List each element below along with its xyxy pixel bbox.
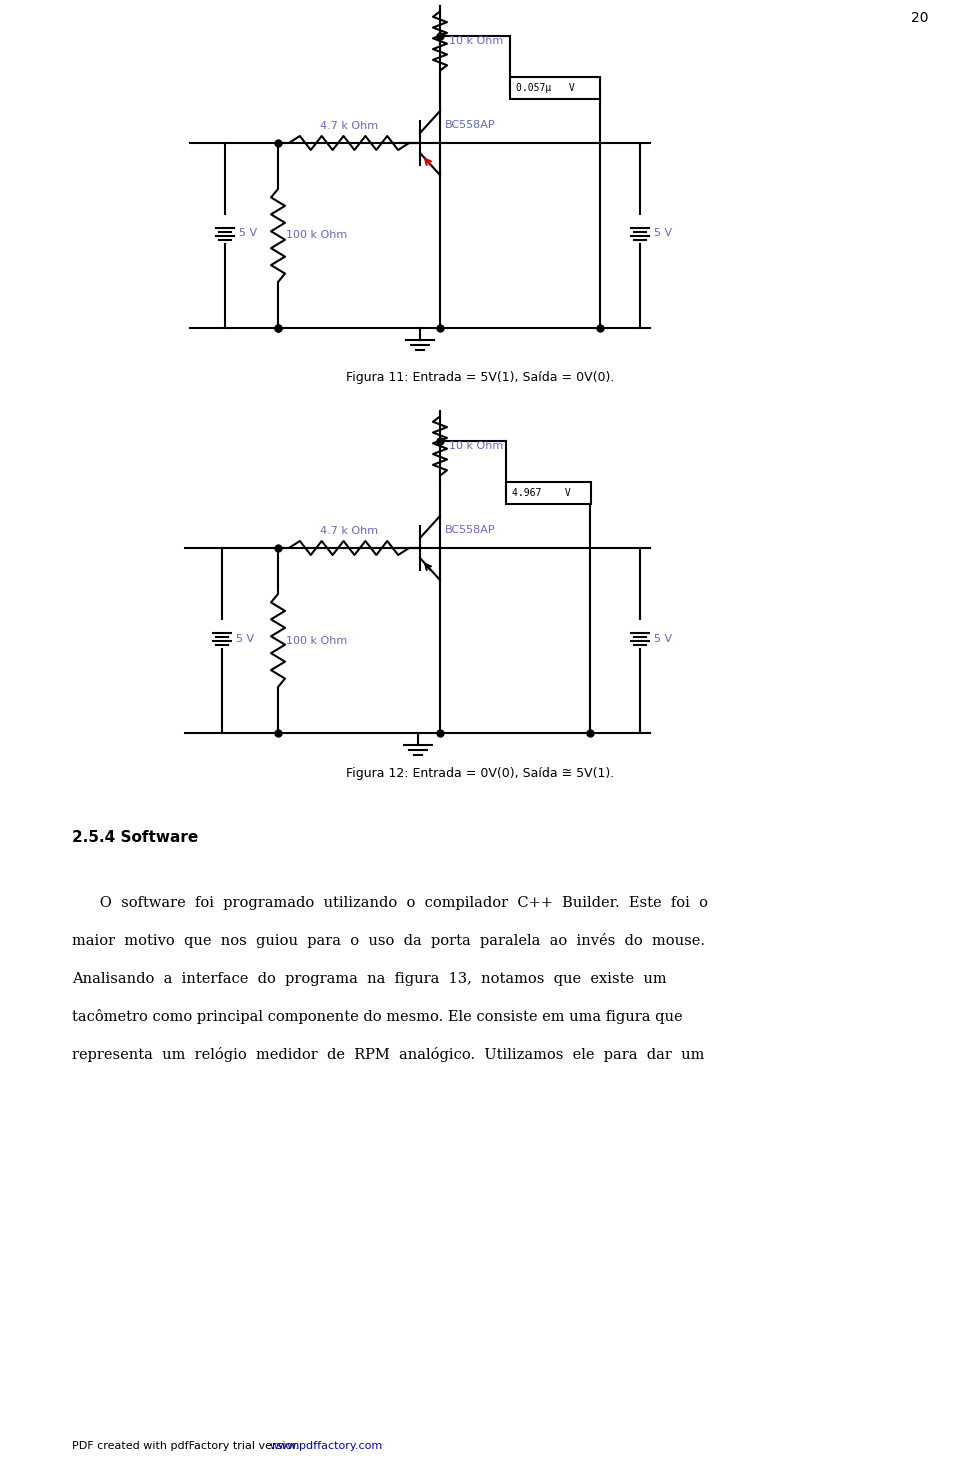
Text: 10 k Ohm: 10 k Ohm (449, 440, 503, 451)
Bar (506, 482, 590, 504)
Bar (510, 76, 600, 98)
Text: BC558AP: BC558AP (445, 526, 495, 534)
Text: 100 k Ohm: 100 k Ohm (286, 636, 348, 646)
Text: 4.7 k Ohm: 4.7 k Ohm (320, 120, 378, 131)
Text: 100 k Ohm: 100 k Ohm (286, 230, 348, 241)
Text: maior  motivo  que  nos  guiou  para  o  uso  da  porta  paralela  ao  invés  do: maior motivo que nos guiou para o uso da… (72, 934, 705, 948)
Text: 2.5.4 Software: 2.5.4 Software (72, 831, 199, 846)
Text: 5 V: 5 V (654, 634, 672, 643)
Text: BC558AP: BC558AP (445, 120, 495, 131)
Text: O  software  foi  programado  utilizando  o  compilador  C++  Builder.  Este  fo: O software foi programado utilizando o c… (72, 895, 708, 910)
Text: 4.7 k Ohm: 4.7 k Ohm (320, 526, 378, 536)
Text: 4.967    V: 4.967 V (512, 487, 570, 498)
Text: 5 V: 5 V (654, 229, 672, 238)
Text: PDF created with pdfFactory trial version: PDF created with pdfFactory trial versio… (72, 1442, 302, 1450)
Text: 10 k Ohm: 10 k Ohm (449, 37, 503, 46)
Text: Figura 11: Entrada = 5V(1), Saída = 0V(0).: Figura 11: Entrada = 5V(1), Saída = 0V(0… (346, 371, 614, 385)
Text: 0.057μ   V: 0.057μ V (516, 84, 575, 92)
Text: tacômetro como principal componente do mesmo. Ele consiste em uma figura que: tacômetro como principal componente do m… (72, 1010, 683, 1025)
Text: representa  um  relógio  medidor  de  RPM  analógico.  Utilizamos  ele  para  da: representa um relógio medidor de RPM ana… (72, 1048, 705, 1063)
Text: Figura 12: Entrada = 0V(0), Saída ≅ 5V(1).: Figura 12: Entrada = 0V(0), Saída ≅ 5V(1… (346, 766, 614, 780)
Text: 20: 20 (911, 10, 928, 25)
Text: www.pdffactory.com: www.pdffactory.com (270, 1442, 383, 1450)
Text: 5 V: 5 V (236, 634, 254, 643)
Text: Analisando  a  interface  do  programa  na  figura  13,  notamos  que  existe  u: Analisando a interface do programa na fi… (72, 972, 666, 986)
Text: 5 V: 5 V (239, 229, 257, 238)
